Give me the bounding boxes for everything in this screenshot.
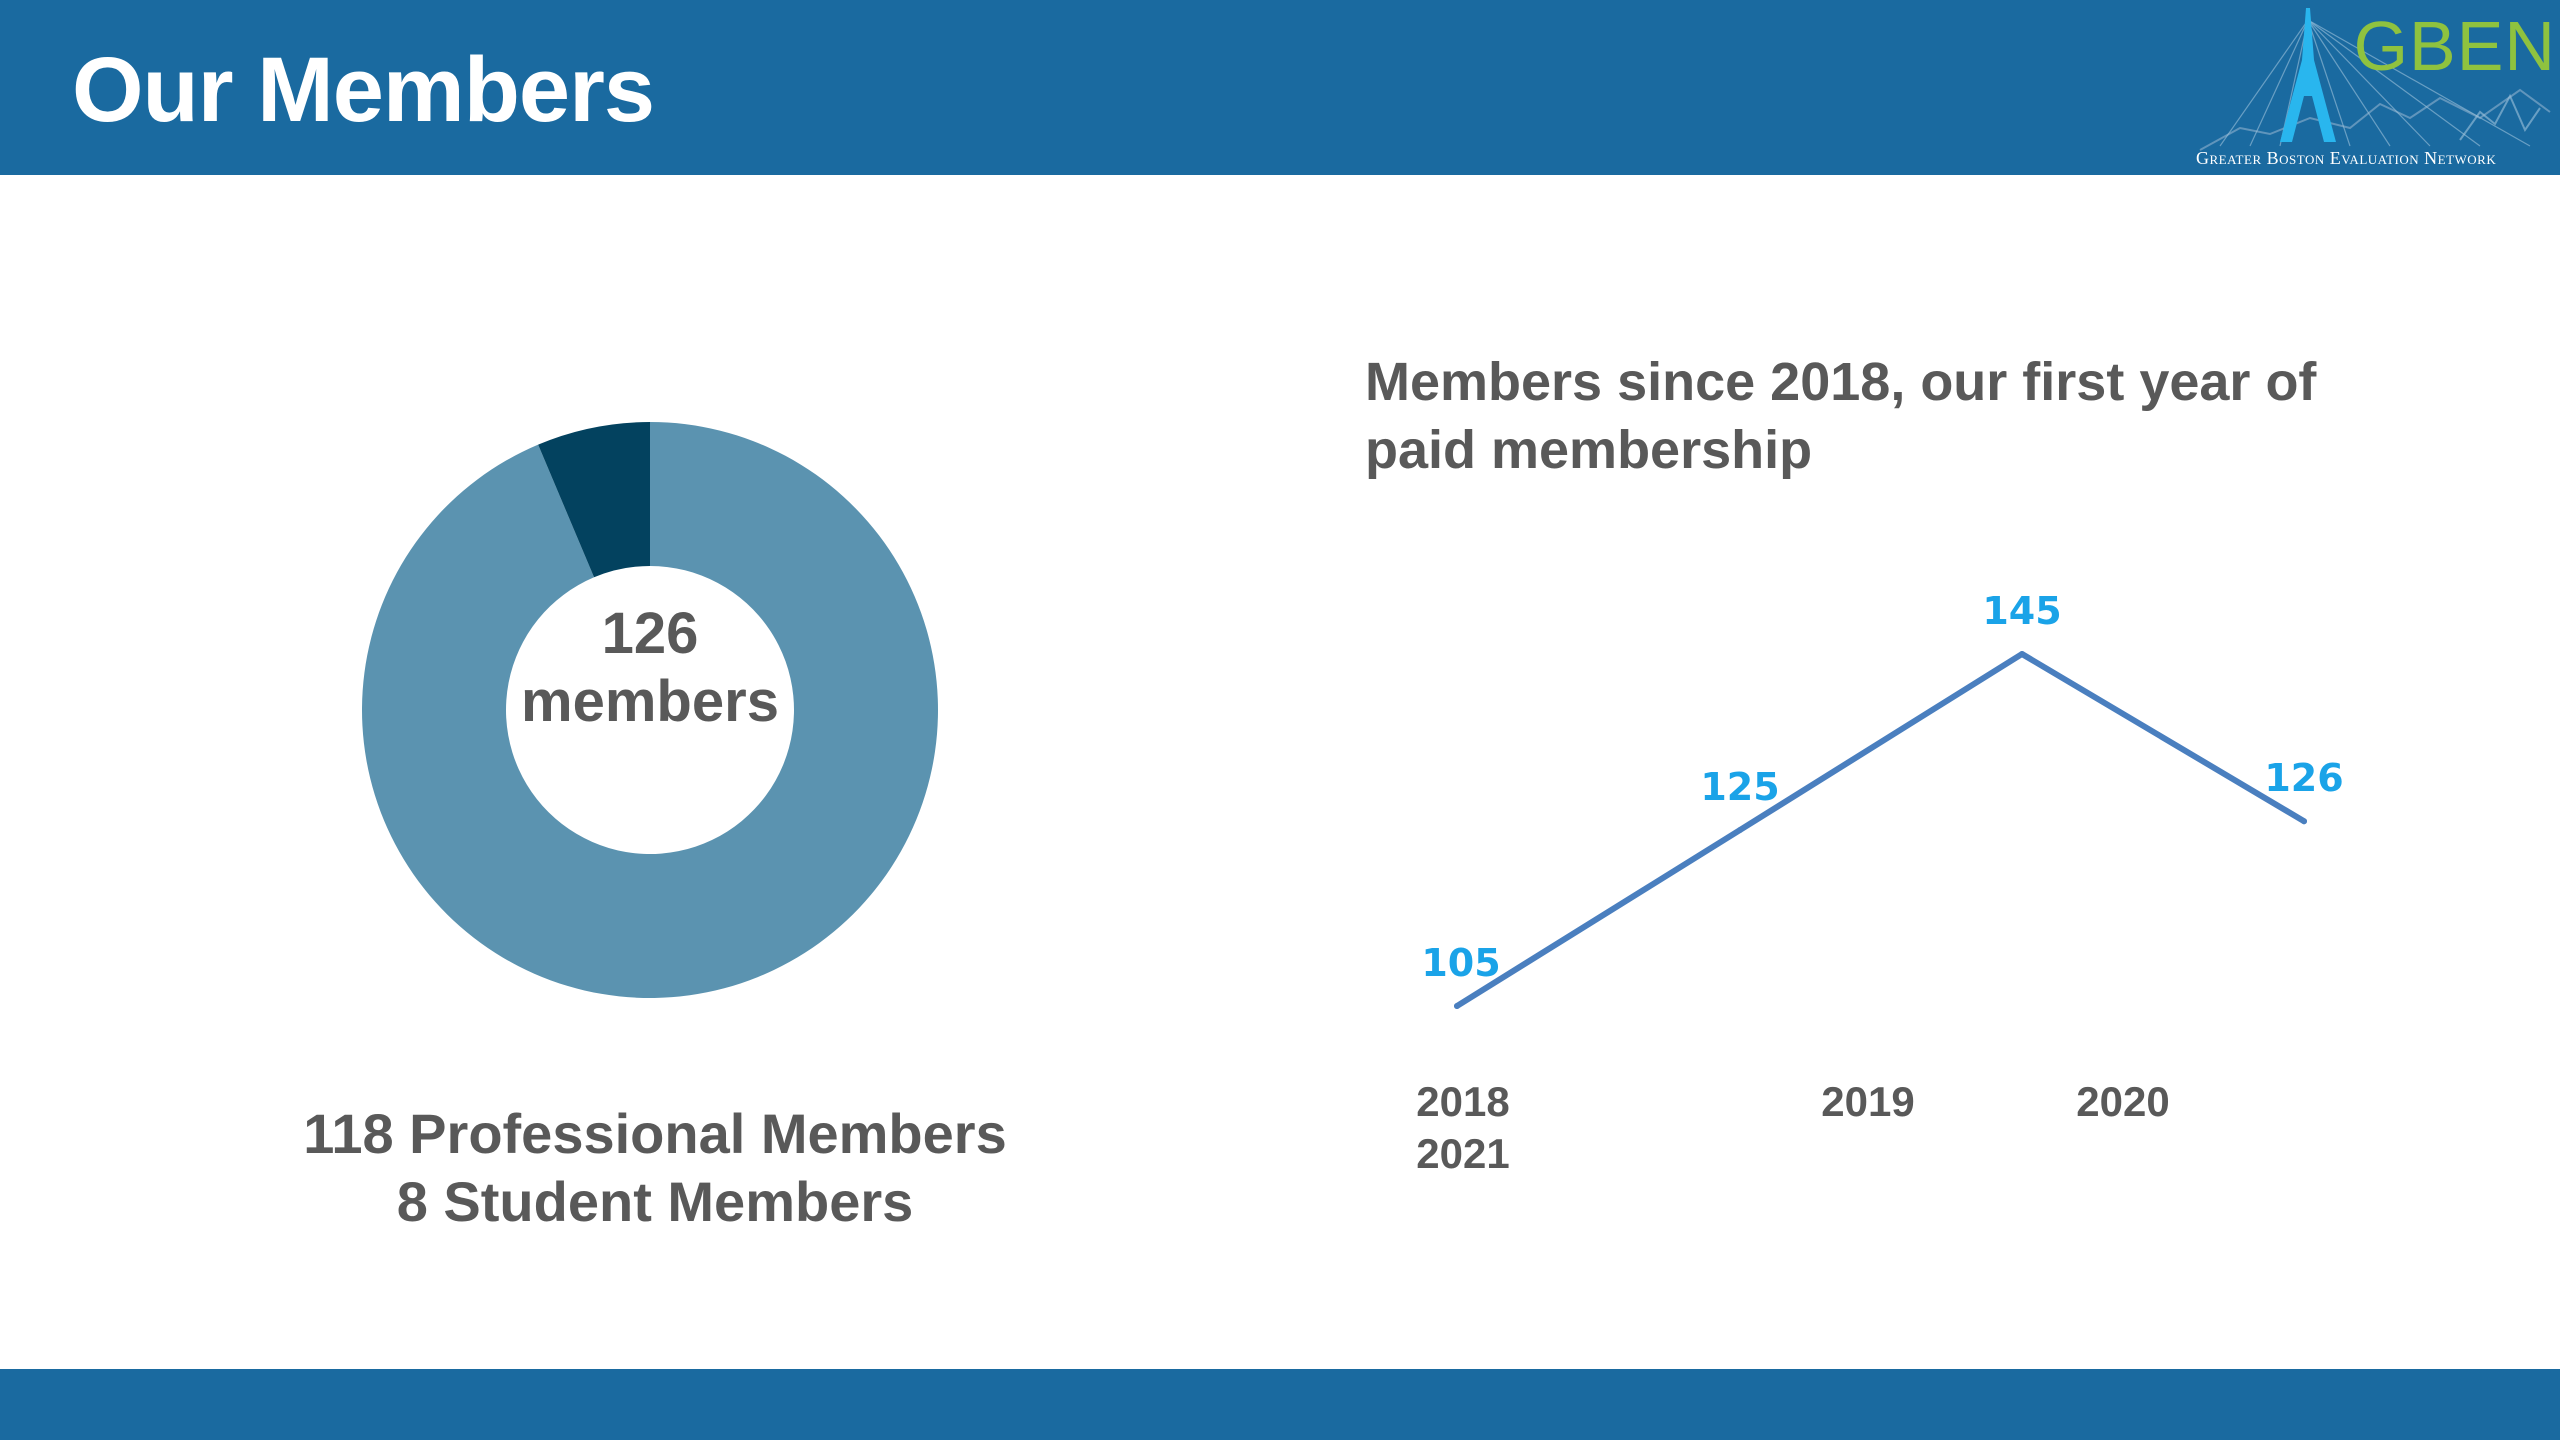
- donut-total: 126: [601, 601, 699, 666]
- series-line: [1454, 651, 2307, 1009]
- data-label: 125: [1700, 765, 1779, 809]
- data-point: [1454, 1003, 1460, 1009]
- donut-slice-student: [538, 422, 650, 578]
- student-count: 8 Student Members: [396, 1170, 914, 1233]
- data-point: [2301, 818, 2307, 825]
- line-layer: 105 125 145 126: [1421, 589, 2344, 1009]
- donut-slices: [361, 422, 938, 998]
- header-bar: [0, 0, 2560, 175]
- page-title: Our Members: [72, 39, 655, 141]
- logo-wordmark: GBEN: [2353, 7, 2556, 85]
- data-point: [2019, 651, 2025, 657]
- x-tick-label: 2021: [1416, 1130, 1510, 1177]
- data-label: 145: [1982, 589, 2061, 633]
- x-tick-label: 2020: [2076, 1078, 2170, 1125]
- gben-logo: GBEN Greater Boston Evaluation Network: [2180, 0, 2560, 175]
- x-tick-label: 2019: [1821, 1078, 1915, 1125]
- member-breakdown: 118 Professional Members 8 Student Membe…: [250, 1100, 1060, 1236]
- line-chart-title: Members since 2018, our first year of pa…: [1365, 352, 2317, 480]
- data-point: [1737, 827, 1743, 833]
- donut-slice-professional: [361, 422, 938, 998]
- donut-chart: [361, 422, 938, 998]
- bridge-logo-icon: [2199, 8, 2551, 151]
- data-label: 126: [2264, 756, 2343, 800]
- donut-center-label: 126 members: [490, 600, 810, 736]
- footer-bar: [0, 1369, 2560, 1440]
- professional-count: 118 Professional Members: [303, 1102, 1007, 1165]
- x-tick-label: 2018: [1416, 1078, 1510, 1125]
- logo-tagline: Greater Boston Evaluation Network: [2196, 148, 2497, 168]
- data-label: 105: [1421, 941, 1500, 985]
- line-chart: 105 125 145 126: [1421, 589, 2344, 1009]
- donut-total-unit: members: [521, 669, 779, 734]
